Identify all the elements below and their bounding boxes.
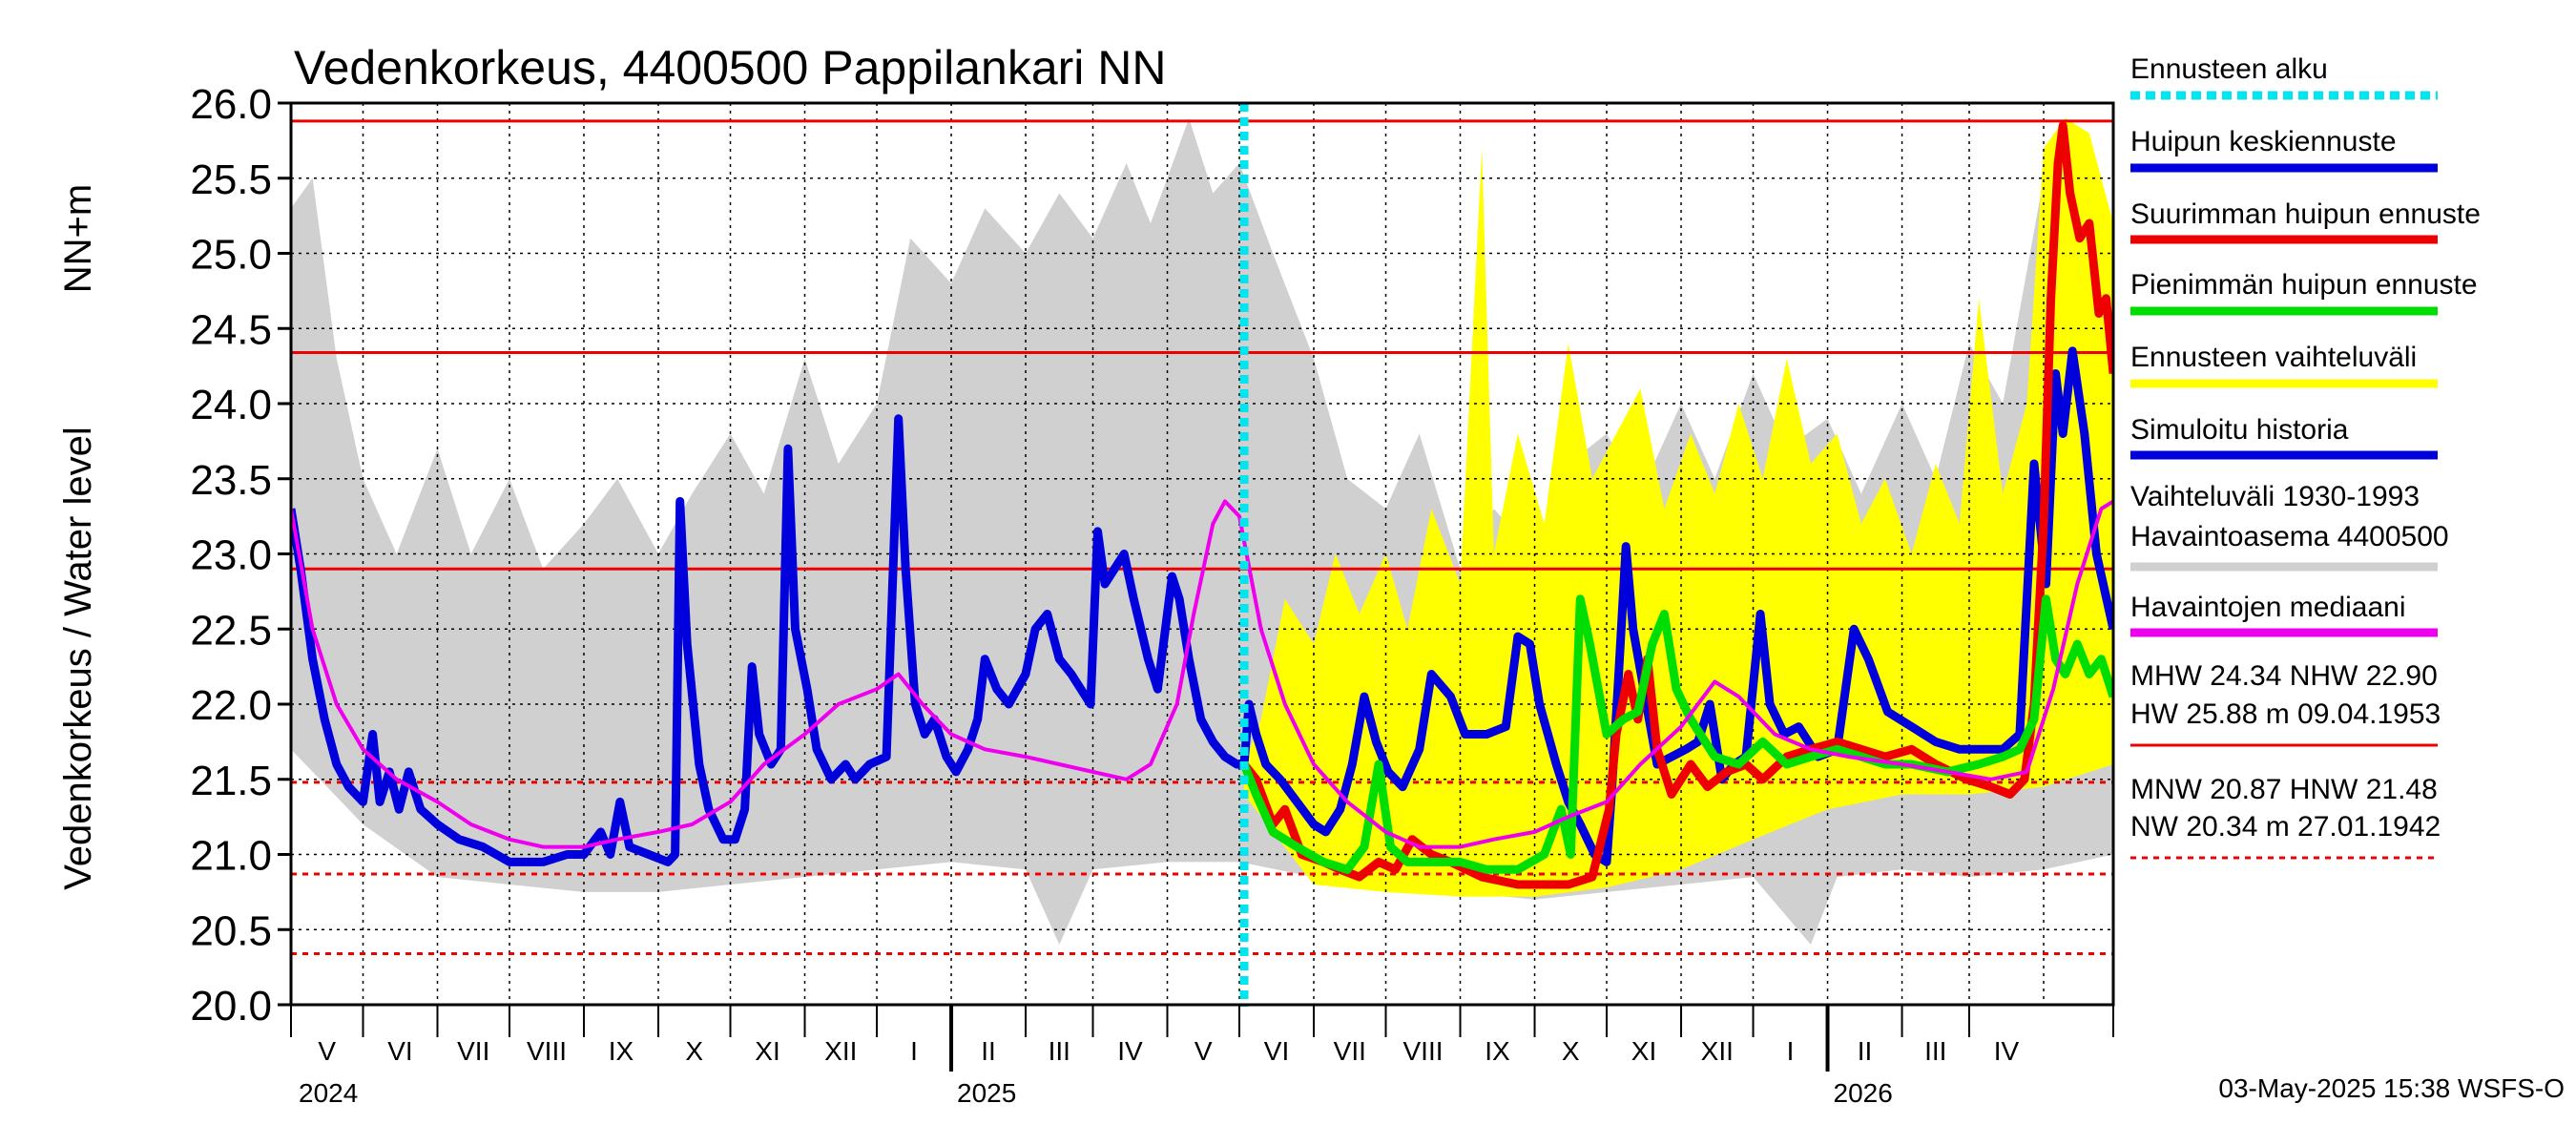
month-label: VII xyxy=(1334,1036,1366,1066)
legend-label-2: Suurimman huipun ennuste xyxy=(2130,198,2481,230)
y-tick-label: 21.0 xyxy=(190,833,272,880)
month-label: X xyxy=(1562,1036,1580,1066)
y-tick-label: 24.0 xyxy=(190,382,272,428)
month-label: V xyxy=(1195,1036,1213,1066)
month-label: XI xyxy=(755,1036,779,1066)
legend-label-3: Pienimmän huipun ennuste xyxy=(2130,269,2478,301)
month-label: VII xyxy=(457,1036,489,1066)
y-tick-label: 22.5 xyxy=(190,607,272,654)
series-line-0 xyxy=(291,414,1244,866)
series-layer xyxy=(291,121,2113,889)
legend-label-7: Havaintojen mediaani xyxy=(2130,592,2406,623)
y-axis-label-outer: Vedenkorkeus / Water level xyxy=(57,427,99,889)
series-line-4 xyxy=(291,499,2113,849)
month-label: I xyxy=(910,1036,918,1066)
legend-label-0: Ennusteen alku xyxy=(2130,53,2328,85)
legend: Ennusteen alku Huipun keskiennuste Suurimm… xyxy=(2130,53,2481,860)
month-label: XII xyxy=(1701,1036,1734,1066)
y-tick-label: 23.5 xyxy=(190,457,272,504)
y-tick-label: 20.0 xyxy=(190,983,272,1030)
y-tick-label: 21.5 xyxy=(190,758,272,804)
month-label: X xyxy=(685,1036,703,1066)
year-label: 2026 xyxy=(1834,1078,1893,1108)
series-line-2 xyxy=(1240,121,2113,889)
y-axis-label-inner: NN+m xyxy=(57,184,99,293)
legend-label-1: Huipun keskiennuste xyxy=(2130,126,2397,157)
month-label: II xyxy=(981,1036,996,1066)
month-label: IV xyxy=(1117,1036,1143,1066)
month-label: IV xyxy=(1994,1036,2020,1066)
month-label: V xyxy=(318,1036,336,1066)
stats-line2: HW 25.88 m 09.04.1953 xyxy=(2130,698,2441,730)
year-label: 2024 xyxy=(299,1078,358,1108)
y-tick-label: 25.5 xyxy=(190,156,272,203)
series-line-3 xyxy=(1239,594,2113,874)
y-axis: 20.0 20.5 21.0 21.5 22.0 22.5 23.0 23.5 24.0 24.5… xyxy=(190,81,291,1030)
month-label: IX xyxy=(609,1036,634,1066)
stats-line3: MNW 20.87 HNW 21.48 xyxy=(2130,774,2438,805)
month-label: VI xyxy=(387,1036,412,1066)
y-tick-label: 20.5 xyxy=(190,907,272,954)
chart-title: Vedenkorkeus, 4400500 Pappilankari NN xyxy=(294,41,1167,94)
stats-line4: NW 20.34 m 27.01.1942 xyxy=(2130,811,2441,843)
y-tick-label: 25.0 xyxy=(190,232,272,279)
legend-label-4: Ennusteen vaihteluväli xyxy=(2130,342,2417,373)
stats-line1: MHW 24.34 NHW 22.90 xyxy=(2130,660,2438,692)
month-label: IX xyxy=(1485,1036,1510,1066)
month-label: XII xyxy=(824,1036,857,1066)
month-label: VI xyxy=(1264,1036,1289,1066)
month-label: II xyxy=(1858,1036,1873,1066)
band-layer xyxy=(291,117,2113,946)
month-label: VIII xyxy=(527,1036,567,1066)
x-axis: V VI VII VIII IX X XI XII I II III IV V VI VII VIII IX X X… xyxy=(290,1005,2114,1108)
y-tick-label: 24.5 xyxy=(190,306,272,353)
month-label: I xyxy=(1787,1036,1795,1066)
band-1 xyxy=(1244,117,2113,897)
timestamp: 03-May-2025 15:38 WSFS-O xyxy=(2218,1073,2565,1103)
legend-label-6-line2: Havaintoasema 4400500 xyxy=(2130,521,2449,552)
y-tick-label: 22.0 xyxy=(190,682,272,729)
y-tick-label: 26.0 xyxy=(190,81,272,128)
year-label: 2025 xyxy=(957,1078,1016,1108)
month-label: III xyxy=(1924,1036,1946,1066)
month-label: VIII xyxy=(1403,1036,1444,1066)
y-tick-label: 23.0 xyxy=(190,532,272,579)
month-label: III xyxy=(1049,1036,1070,1066)
series-line-1 xyxy=(1239,346,2113,866)
month-label: XI xyxy=(1631,1036,1656,1066)
legend-label-6: Vaihteluväli 1930-1993 xyxy=(2130,481,2420,512)
legend-label-5: Simuloitu historia xyxy=(2130,414,2349,446)
